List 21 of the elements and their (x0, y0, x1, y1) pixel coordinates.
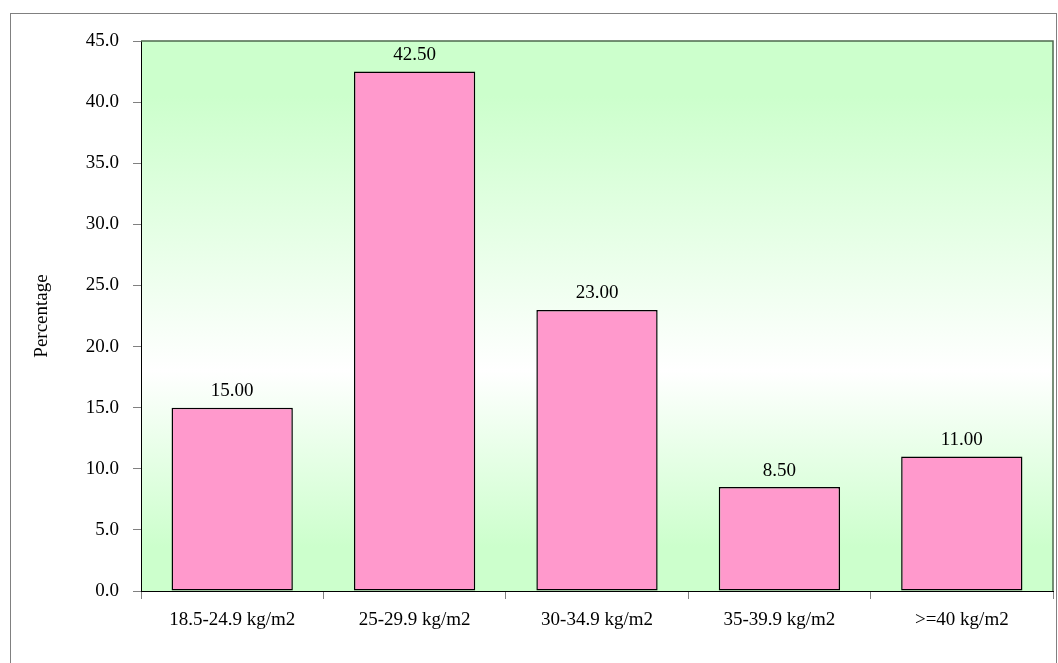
x-tick-label: 30-34.9 kg/m2 (541, 608, 653, 630)
y-tick-label: 30.0 (85, 212, 119, 234)
x-tick-label: 35-39.9 kg/m2 (723, 608, 836, 630)
y-tick-label: 10.0 (85, 456, 119, 478)
y-tick-label: 35.0 (85, 151, 119, 173)
y-axis-title: Percentage (30, 274, 52, 358)
x-tick-label: 18.5-24.9 kg/m2 (169, 608, 296, 630)
y-tick-label: 45.0 (85, 28, 119, 50)
y-tick-label: 0.0 (95, 578, 119, 600)
x-tick-label: 25-29.9 kg/m2 (358, 608, 471, 630)
y-tick-label: 40.0 (85, 90, 119, 112)
data-label: 23.00 (575, 281, 619, 303)
y-tick-label: 5.0 (95, 517, 119, 539)
data-label: 42.50 (393, 43, 436, 65)
y-tick-label: 15.0 (85, 395, 119, 417)
data-label: 11.00 (940, 428, 983, 450)
y-tick-label: 20.0 (85, 334, 119, 356)
x-tick-label: >=40 kg/m2 (914, 608, 1009, 630)
data-label: 15.00 (210, 379, 254, 401)
y-tick-label: 25.0 (85, 273, 119, 295)
data-label: 8.50 (762, 458, 797, 480)
